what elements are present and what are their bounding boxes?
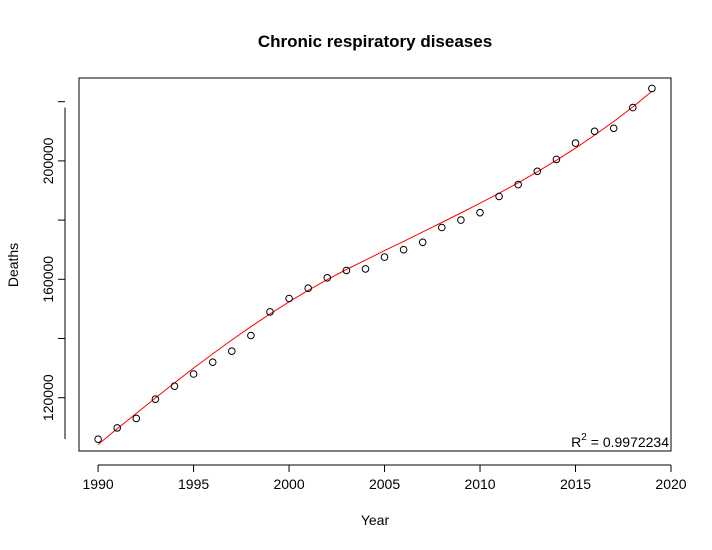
data-point <box>457 216 465 224</box>
data-point <box>208 358 217 367</box>
data-point <box>228 347 236 356</box>
fit-line <box>97 90 653 445</box>
data-point <box>342 266 351 275</box>
data-point <box>609 124 618 133</box>
r-squared-superscript: 2 <box>581 432 587 443</box>
data-point <box>151 395 160 404</box>
data-point <box>323 274 332 282</box>
data-point <box>132 414 141 423</box>
data-point <box>590 127 599 136</box>
r-squared-prefix: R <box>571 434 581 450</box>
y-axis: 120000 160000 200000 <box>40 101 66 440</box>
data-point <box>399 245 408 254</box>
x-tick-label: 1995 <box>178 476 209 492</box>
y-tick-label: 200000 <box>40 137 56 184</box>
r-squared-value: = 0.9972234 <box>587 434 669 450</box>
x-tick-label: 2005 <box>369 476 400 492</box>
x-axis: 1990 1995 2000 2005 2010 2015 2020 <box>83 464 687 492</box>
x-tick-label: 2020 <box>655 476 686 492</box>
data-point <box>438 223 446 232</box>
x-axis-label: Year <box>361 512 390 528</box>
x-tick-label: 2000 <box>273 476 304 492</box>
data-point <box>113 424 121 432</box>
data-point <box>552 155 561 164</box>
data-point <box>94 435 102 444</box>
data-point <box>418 238 427 247</box>
data-point <box>247 331 255 340</box>
data-point <box>629 103 637 112</box>
data-point <box>380 253 389 261</box>
chart-title: Chronic respiratory diseases <box>258 32 492 51</box>
data-point <box>361 265 370 273</box>
x-tick-label: 2010 <box>464 476 495 492</box>
data-point <box>476 208 484 217</box>
y-tick-label: 120000 <box>40 374 56 421</box>
data-point <box>189 370 198 378</box>
y-tick-label: 160000 <box>40 256 56 303</box>
points-group <box>94 84 656 444</box>
data-point <box>571 139 580 147</box>
fit-line-group <box>97 90 653 445</box>
data-point <box>533 167 542 176</box>
plot-area-frame <box>78 77 672 452</box>
data-point <box>266 308 274 316</box>
x-tick-label: 2015 <box>560 476 591 492</box>
data-point <box>514 180 523 189</box>
x-tick-label: 1990 <box>83 476 114 492</box>
data-point <box>648 84 656 93</box>
data-point <box>304 284 313 293</box>
r-squared-annotation: R2 = 0.9972234 <box>571 432 669 450</box>
data-point <box>285 294 293 303</box>
data-point <box>495 192 503 201</box>
data-point <box>170 382 179 391</box>
y-axis-label: Deaths <box>5 243 21 287</box>
